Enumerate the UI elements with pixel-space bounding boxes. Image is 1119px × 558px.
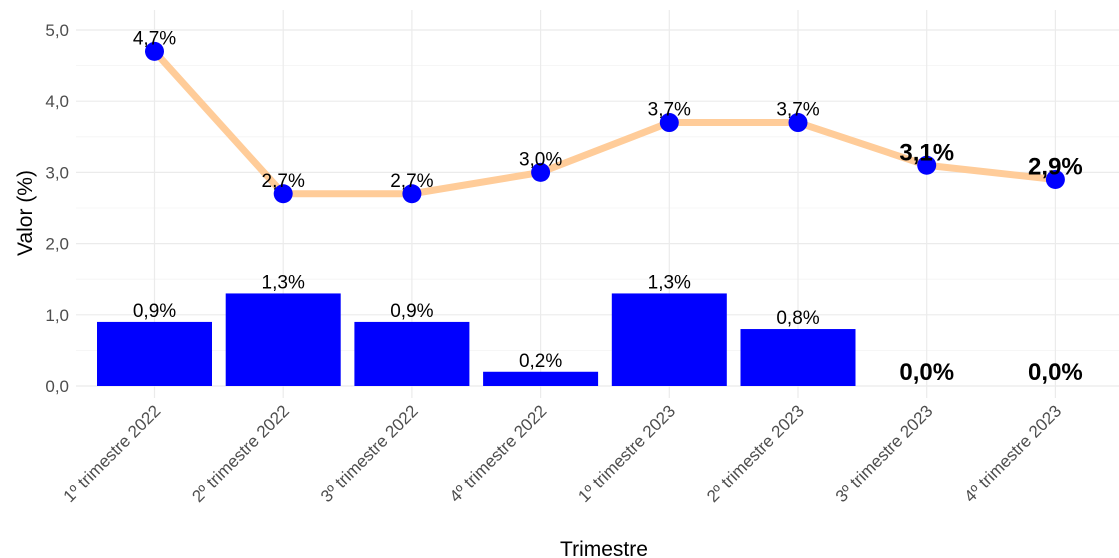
line-points — [145, 41, 1065, 204]
line-point — [531, 162, 551, 182]
bar-value-label: 0,0% — [899, 359, 954, 386]
line-path — [151, 47, 1059, 198]
y-tick-label: 0,0 — [45, 377, 69, 396]
x-tick-label: 1º trimestre 2022 — [60, 401, 165, 506]
bar-series — [97, 293, 856, 386]
x-tick-label: 2º trimestre 2022 — [188, 401, 293, 506]
line-point — [659, 113, 679, 133]
line-series — [151, 47, 1059, 198]
line-value-label: 3,1% — [899, 139, 954, 166]
bar-value-label: 0,9% — [390, 301, 433, 322]
line-value-label: 4,7% — [133, 28, 176, 49]
y-tick-label: 1,0 — [45, 306, 69, 325]
bar-value-label: 1,3% — [262, 272, 305, 293]
bar — [611, 293, 727, 386]
x-tick-label: 3º trimestre 2023 — [832, 401, 937, 506]
x-tick-label: 4º trimestre 2023 — [961, 401, 1066, 506]
line-value-label: 3,7% — [776, 100, 819, 121]
line-point — [1045, 170, 1065, 190]
line-value-label: 2,9% — [1028, 154, 1083, 181]
bar-value-label: 0,0% — [1028, 359, 1083, 386]
x-axis-title: Trimestre — [560, 538, 648, 558]
bar — [225, 293, 341, 386]
bar-value-label: 0,8% — [776, 308, 819, 329]
bar-value-label: 1,3% — [648, 272, 691, 293]
line-point — [145, 41, 164, 61]
x-tick-label: 4º trimestre 2022 — [446, 401, 551, 506]
bar — [354, 321, 470, 386]
bar — [740, 329, 856, 386]
x-tick-label: 2º trimestre 2023 — [703, 401, 808, 506]
line-value-label: 3,7% — [648, 100, 691, 121]
y-tick-label: 4,0 — [45, 92, 69, 111]
line-point — [788, 113, 808, 133]
line-value-label: 2,7% — [390, 171, 433, 192]
y-tick-label: 2,0 — [45, 235, 69, 254]
y-axis-ticks: 0,0 1,0 2,0 3,0 4,0 5,0 — [45, 21, 69, 396]
line-value-label: 3,0% — [519, 149, 562, 170]
x-axis-ticks: 1º trimestre 2022 2º trimestre 2022 3º tri… — [60, 401, 1066, 506]
y-axis-title: Valor (%) — [14, 170, 37, 256]
y-tick-label: 3,0 — [45, 163, 69, 182]
x-tick-label: 3º trimestre 2022 — [317, 401, 422, 506]
bar — [483, 371, 599, 386]
y-tick-label: 5,0 — [45, 21, 69, 40]
data-labels: 0,9% 1,3% 0,9% 0,2% 1,3% 0,8% 0,0% 0,0% 4,7% 2,7%… — [133, 28, 1083, 386]
bar — [97, 321, 212, 386]
bar-value-label: 0,9% — [133, 301, 176, 322]
bar-value-label: 0,2% — [519, 351, 562, 372]
line-point — [402, 184, 422, 204]
line-point — [273, 184, 293, 204]
line-point — [917, 155, 937, 175]
x-tick-label: 1º trimestre 2023 — [574, 401, 679, 506]
line-value-label: 2,7% — [262, 171, 305, 192]
